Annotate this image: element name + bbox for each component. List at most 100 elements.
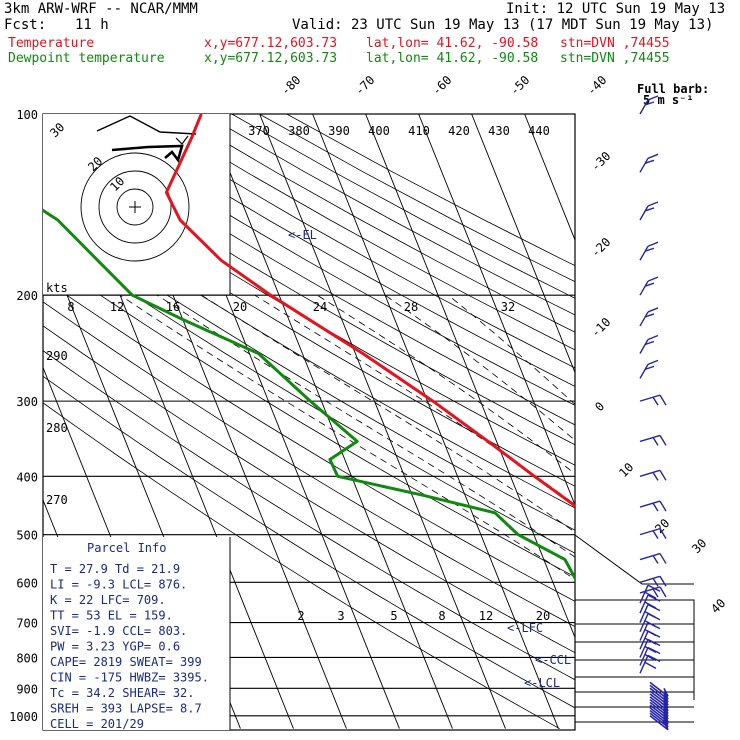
mixing-ratio-label: 3	[337, 609, 344, 623]
wind-barb	[639, 527, 667, 540]
parcel-info-row: T = 27.9 Td = 21.9	[50, 562, 180, 576]
parcel-info-row: Tc = 34.2 SHEAR= 32.	[50, 686, 195, 700]
pressure-label: 800	[16, 651, 38, 665]
forecast-hour: 11 h	[75, 17, 109, 33]
parcel-info-row: TT = 53 EL = 159.	[50, 609, 173, 623]
wind-barb	[639, 594, 661, 614]
wind-barb	[639, 201, 659, 221]
hodograph-bg	[43, 114, 230, 295]
theta-label: 270	[46, 493, 68, 507]
theta-label: 290	[46, 349, 68, 363]
temp-xy: x,y=677.12,603.73	[204, 36, 338, 51]
parcel-info-row: SREH = 393 LAPSE= 8.7	[50, 702, 202, 716]
parcel-info-row: K = 22 LFC= 709.	[50, 593, 166, 607]
legend-temperature: Temperature	[8, 36, 95, 51]
theta-label: 420	[448, 124, 470, 138]
wind-barb	[639, 654, 661, 674]
isotherm-line	[737, 114, 740, 729]
hodograph-ring	[80, 152, 190, 262]
wind-barb	[639, 359, 659, 379]
isotherm-label: -30	[588, 149, 613, 174]
extension-line	[575, 599, 695, 700]
dry-adiabat	[259, 114, 575, 283]
dry-adiabat	[43, 133, 575, 446]
hodograph-speed-label: 8	[67, 300, 74, 314]
temperature-profile	[164, 114, 575, 508]
isotherm-line	[206, 114, 453, 729]
wind-barb	[639, 586, 667, 598]
hodograph-speed-label: 20	[233, 300, 247, 314]
pressure-label: 100	[16, 108, 38, 122]
wind-barb	[639, 434, 667, 446]
pressure-label: 600	[16, 576, 38, 590]
hodograph-speed-label: 32	[501, 300, 515, 314]
wind-barb	[639, 552, 667, 564]
dry-adiabat	[43, 192, 575, 509]
isotherm-line	[0, 114, 28, 729]
level-marker: <-LCL	[524, 676, 560, 690]
wind-barb	[639, 153, 659, 173]
pressure-label: 700	[16, 617, 38, 631]
init-time: Init: 12 UTC Sun 19 May 13	[506, 1, 726, 17]
temp-station: stn=DVN ,74455	[560, 36, 670, 51]
theta-label: 390	[328, 124, 350, 138]
isotherm-label: 10	[616, 460, 636, 480]
dry-adiabat	[43, 255, 575, 578]
dry-adiabat	[43, 278, 575, 602]
hodograph-ring	[116, 188, 154, 226]
wind-barb	[639, 241, 659, 261]
parcel-info-row: CELL = 201/29	[50, 717, 144, 731]
level-marker: <-LFC	[507, 621, 543, 635]
hodograph-ring	[98, 170, 172, 244]
isotherm-line	[259, 114, 506, 729]
dry-adiabat	[43, 212, 575, 531]
dry-adiabat	[121, 114, 575, 369]
dry-adiabat	[43, 172, 575, 487]
wind-barb	[639, 276, 659, 296]
level-marker: <-CCL	[535, 653, 571, 667]
theta-label: 280	[46, 421, 68, 435]
parcel-info-bg	[43, 537, 230, 730]
hodograph-trace	[96, 115, 197, 135]
isotherm-label: -10	[588, 315, 613, 340]
isotherm-label: -80	[278, 73, 303, 98]
moist-adiabat	[201, 294, 575, 533]
parcel-info-row: PW = 3.23 YGP= 0.6	[50, 640, 180, 654]
isotherm-line	[684, 114, 740, 729]
parcel-info-title: Parcel Info	[87, 541, 166, 555]
wind-barb	[639, 394, 667, 406]
plot-frame	[42, 113, 576, 731]
dry-adiabat	[43, 152, 575, 466]
theta-label: 440	[528, 124, 550, 138]
model-title: 3km ARW-WRF -- NCAR/MMM	[4, 1, 198, 17]
isotherm-line	[471, 114, 575, 374]
isotherm-line	[631, 114, 740, 729]
parcel-info-row: CIN = -175 HWBZ= 3395.	[50, 671, 209, 685]
isotherm-label: 30	[689, 536, 709, 556]
wind-barb	[639, 307, 659, 327]
hodograph-trace	[111, 144, 184, 163]
moist-adiabat	[384, 294, 575, 441]
mixing-ratio-label: 2	[297, 609, 304, 623]
hodograph-speed-label: 12	[110, 300, 124, 314]
theta-label: 430	[488, 124, 510, 138]
parcel-info-row: CAPE= 2819 SWEAT= 399	[50, 655, 202, 669]
temp-latlon: lat,lon= 41.62, -90.58	[366, 36, 539, 51]
dew-station: stn=DVN ,74455	[560, 51, 670, 66]
wind-barb	[639, 500, 667, 512]
dry-adiabat	[66, 114, 575, 406]
hodograph-axis-label: kts	[46, 281, 68, 295]
wind-barb	[639, 334, 659, 354]
theta-label: 410	[408, 124, 430, 138]
wind-barb	[639, 469, 667, 481]
theta-label: 370	[248, 124, 270, 138]
parcel-info-row: LI = -9.3 LCL= 876.	[50, 578, 187, 592]
pressure-label: 900	[16, 682, 38, 696]
isotherm-label: -70	[352, 73, 377, 98]
dry-adiabat	[43, 350, 575, 681]
parcel-info-row: SVI= -1.9 CCL= 803.	[50, 624, 187, 638]
dry-adiabat	[286, 114, 575, 267]
pressure-label: 300	[16, 395, 38, 409]
valid-time: Valid: 23 UTC Sun 19 May 13 (17 MDT Sun …	[292, 17, 714, 33]
